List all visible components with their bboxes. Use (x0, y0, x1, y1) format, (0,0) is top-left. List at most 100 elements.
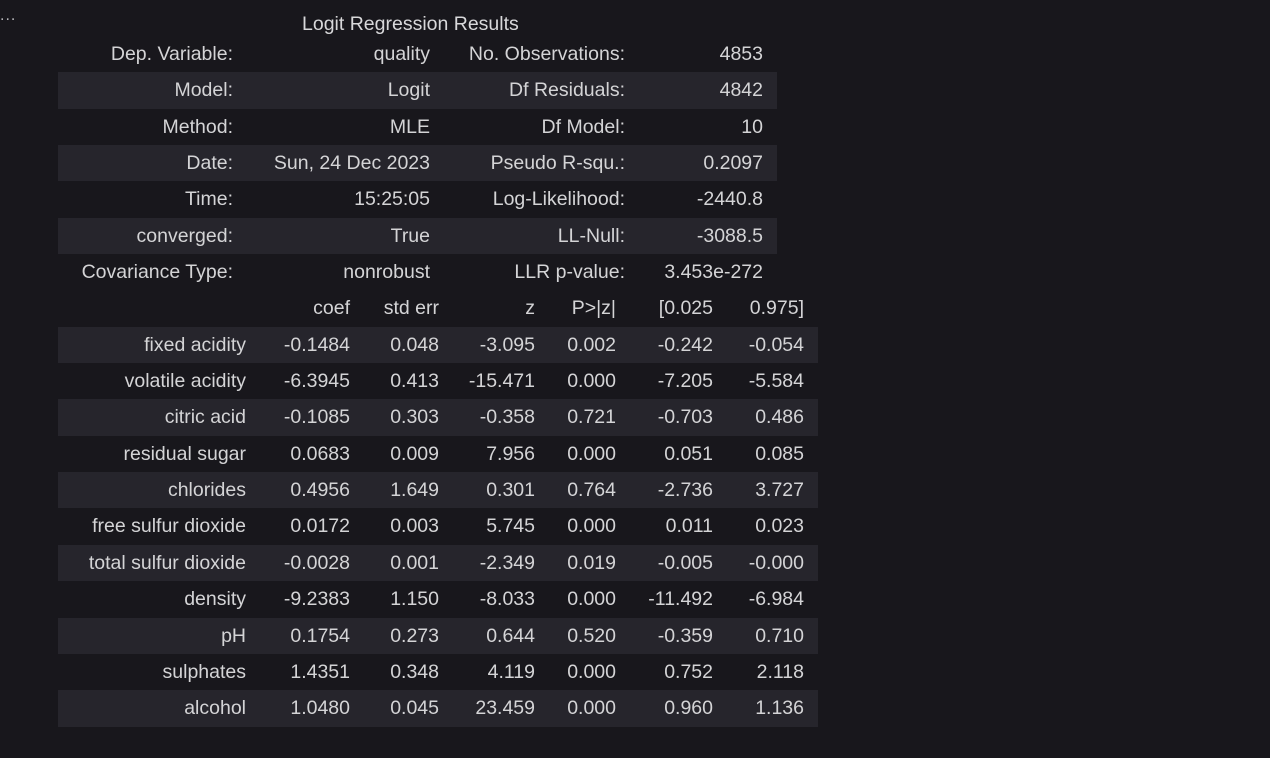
variable-name: pH (221, 624, 246, 647)
p-value: 0.000 (567, 370, 616, 393)
summary-value: 15:25:05 (354, 188, 430, 211)
variable-name: density (184, 588, 246, 611)
std-err-value: 0.348 (390, 660, 439, 683)
coef-value: -0.0028 (283, 551, 350, 574)
ci-lower-header: [0.025 (658, 297, 713, 320)
p-value: 0.000 (567, 697, 616, 720)
summary-value: nonrobust (343, 261, 430, 284)
summary-label: Log-Likelihood: (492, 188, 625, 211)
std-err-value: 0.001 (390, 551, 439, 574)
summary-label: No. Observations: (468, 43, 625, 65)
ci-lower-value: -0.242 (657, 333, 713, 356)
p-value: 0.721 (567, 406, 616, 429)
summary-value: 0.2097 (703, 152, 763, 175)
summary-label: Model: (174, 79, 233, 102)
ci-lower-value: -0.703 (657, 406, 713, 429)
summary-value: Sun, 24 Dec 2023 (273, 152, 430, 175)
ci-upper-value: 2.118 (756, 660, 804, 683)
ci-upper-value: 0.085 (755, 442, 804, 465)
summary-value: 10 (741, 115, 763, 138)
coef-value: 1.4351 (290, 660, 350, 683)
summary-label: Df Model: (541, 115, 625, 138)
z-value: 23.459 (475, 697, 535, 720)
variable-name: free sulfur dioxide (92, 515, 246, 538)
coef-header: coef (313, 297, 350, 320)
variable-name: alcohol (184, 697, 246, 720)
std-err-value: 0.009 (390, 442, 439, 465)
summary-value: -3088.5 (696, 224, 763, 247)
coef-value: 0.1754 (290, 624, 350, 647)
std-err-value: 0.273 (390, 624, 439, 647)
ci-upper-value: -5.584 (748, 370, 804, 393)
p-value: 0.000 (567, 442, 616, 465)
summary-value: -2440.8 (696, 188, 763, 211)
std-err-value: 1.649 (390, 479, 439, 502)
ci-lower-value: -11.492 (648, 588, 713, 611)
std-err-value: 0.413 (390, 370, 439, 393)
p-value: 0.000 (567, 660, 616, 683)
cell-output-ellipsis[interactable]: ... (0, 7, 17, 24)
z-value: -0.358 (479, 406, 535, 429)
ci-lower-value: -7.205 (657, 370, 713, 393)
summary-label: converged: (136, 224, 233, 247)
p-value: 0.002 (567, 333, 616, 356)
ci-upper-value: 1.136 (755, 697, 804, 720)
variable-name: chlorides (167, 479, 246, 502)
ci-lower-value: -2.736 (657, 479, 713, 502)
summary-value: 4842 (719, 79, 763, 102)
variable-name: fixed acidity (144, 333, 246, 356)
summary-value: True (390, 224, 430, 247)
summary-label: Pseudo R-squ.: (490, 152, 625, 175)
coef-value: -0.1484 (283, 333, 350, 356)
p-value: 0.520 (567, 624, 616, 647)
coef-value: -9.2383 (283, 588, 350, 611)
z-value: 0.301 (486, 479, 535, 502)
z-value: -15.471 (468, 370, 535, 393)
summary-value: MLE (389, 115, 430, 138)
variable-name: volatile acidity (124, 370, 246, 393)
summary-value: 3.453e-272 (664, 261, 763, 284)
z-value: 7.956 (486, 442, 535, 465)
coef-value: 0.4956 (290, 479, 350, 502)
variable-name: residual sugar (123, 442, 246, 465)
ci-lower-value: 0.011 (665, 515, 713, 538)
ci-lower-value: 0.752 (664, 660, 713, 683)
summary-label: Dep. Variable: (110, 43, 233, 65)
ci-upper-value: -6.984 (748, 588, 804, 611)
summary-value: quality (373, 43, 430, 65)
ci-upper-value: -0.000 (748, 551, 804, 574)
coef-value: -0.1085 (283, 406, 350, 429)
z-value: -3.095 (479, 333, 535, 356)
ci-upper-value: 0.023 (755, 515, 804, 538)
z-value: -8.033 (479, 588, 535, 611)
ci-lower-value: 0.051 (664, 442, 713, 465)
coef-value: 0.0683 (290, 442, 350, 465)
p-value-header: P>|z| (571, 297, 616, 320)
summary-value: Logit (387, 79, 430, 102)
p-value: 0.019 (567, 551, 616, 574)
summary-label: Date: (186, 152, 233, 175)
coef-value: -6.3945 (283, 370, 350, 393)
std-err-value: 0.048 (390, 333, 439, 356)
ci-upper-value: 0.486 (755, 406, 804, 429)
p-value: 0.000 (567, 588, 616, 611)
coef-value: 0.0172 (290, 515, 350, 538)
summary-label: LLR p-value: (514, 261, 625, 284)
summary-label: Covariance Type: (81, 261, 233, 284)
ci-upper-value: 3.727 (755, 479, 804, 502)
std-err-value: 0.045 (390, 697, 439, 720)
p-value: 0.000 (567, 515, 616, 538)
coef-value: 1.0480 (290, 697, 350, 720)
p-value: 0.764 (567, 479, 616, 502)
std-err-header: std err (383, 297, 439, 320)
summary-label: Df Residuals: (509, 79, 625, 102)
summary-label: Time: (184, 188, 233, 211)
ci-lower-value: 0.960 (664, 697, 713, 720)
ci-lower-value: -0.359 (657, 624, 713, 647)
summary-value: 4853 (719, 43, 763, 65)
ci-lower-value: -0.005 (657, 551, 713, 574)
z-value: 4.119 (487, 660, 535, 683)
variable-name: sulphates (162, 660, 246, 683)
summary-label: LL-Null: (557, 224, 625, 247)
variable-name: citric acid (164, 406, 246, 429)
